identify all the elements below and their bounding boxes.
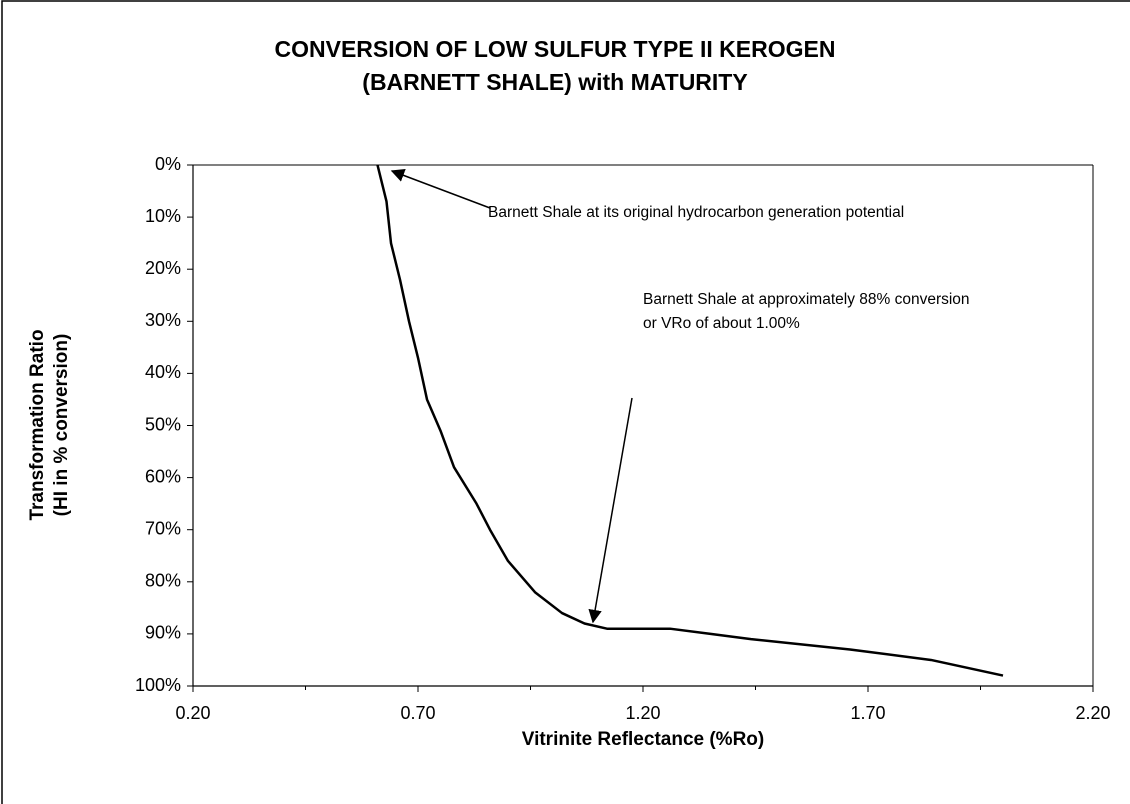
annotation: Barnett Shale at its original hydrocarbo… [488,204,904,221]
x-tick-label: 1.20 [625,703,660,723]
annotation: or VRo of about 1.00% [643,315,800,332]
y-tick-label: 80% [145,571,181,591]
annotation-arrow [588,397,633,624]
chart-title: (BARNETT SHALE) with MATURITY [362,69,747,95]
x-tick-label: 2.20 [1075,703,1110,723]
x-axis-title: Vitrinite Reflectance (%Ro) [522,729,764,750]
y-tick-label: 30% [145,310,181,330]
y-tick-label: 100% [135,675,181,695]
y-tick-label: 0% [155,154,181,174]
annotation: Barnett Shale at approximately 88% conve… [643,291,970,308]
y-tick-label: 60% [145,466,181,486]
x-tick-label: 1.70 [850,703,885,723]
chart-title: CONVERSION OF LOW SULFUR TYPE II KEROGEN [275,36,836,62]
y-tick-label: 20% [145,258,181,278]
x-tick-label: 0.20 [175,703,210,723]
y-tick-label: 90% [145,623,181,643]
y-tick-label: 50% [145,414,181,434]
annotation-arrow [390,168,491,209]
y-tick-label: 40% [145,362,181,382]
line-series [376,164,1004,677]
y-axis-title: (HI in % conversion) [51,334,72,517]
y-tick-label: 10% [145,206,181,226]
y-axis-title: Transformation Ratio [27,329,48,520]
y-tick-label: 70% [145,518,181,538]
x-tick-label: 0.70 [400,703,435,723]
